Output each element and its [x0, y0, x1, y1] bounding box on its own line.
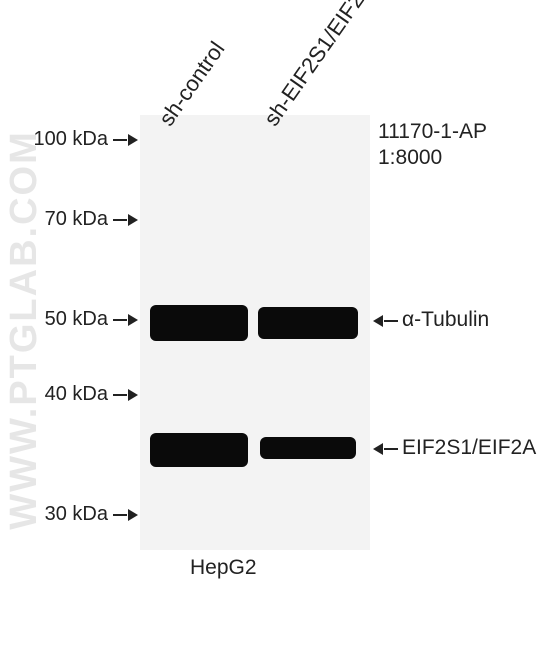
band-eif2s1-control [150, 433, 248, 467]
band-arrow-tubulin [374, 320, 398, 322]
band-arrow-eif2s1 [374, 448, 398, 450]
mw-label-40: 40 kDa [8, 383, 108, 406]
mw-label-70: 70 kDa [8, 208, 108, 231]
mw-arrow-30 [113, 514, 137, 516]
antibody-catalog: 11170-1-AP [378, 120, 487, 144]
band-eif2s1-sh [260, 437, 356, 459]
cell-line-label: HepG2 [190, 556, 257, 580]
band-label-tubulin: α-Tubulin [402, 308, 489, 332]
lane-label-sh: sh-EIF2S1/EIF2A [259, 0, 378, 131]
figure-container: WWW.PTGLAB.COM sh-control sh-EIF2S1/EIF2… [0, 0, 540, 660]
mw-label-30: 30 kDa [8, 503, 108, 526]
mw-arrow-70 [113, 219, 137, 221]
mw-label-100: 100 kDa [8, 128, 108, 151]
band-label-eif2s1: EIF2S1/EIF2A [402, 436, 536, 460]
band-tubulin-sh [258, 307, 358, 339]
blot-membrane [140, 115, 370, 550]
mw-arrow-50 [113, 319, 137, 321]
antibody-dilution: 1:8000 [378, 146, 442, 170]
mw-arrow-100 [113, 139, 137, 141]
mw-label-50: 50 kDa [8, 308, 108, 331]
band-tubulin-control [150, 305, 248, 341]
mw-arrow-40 [113, 394, 137, 396]
